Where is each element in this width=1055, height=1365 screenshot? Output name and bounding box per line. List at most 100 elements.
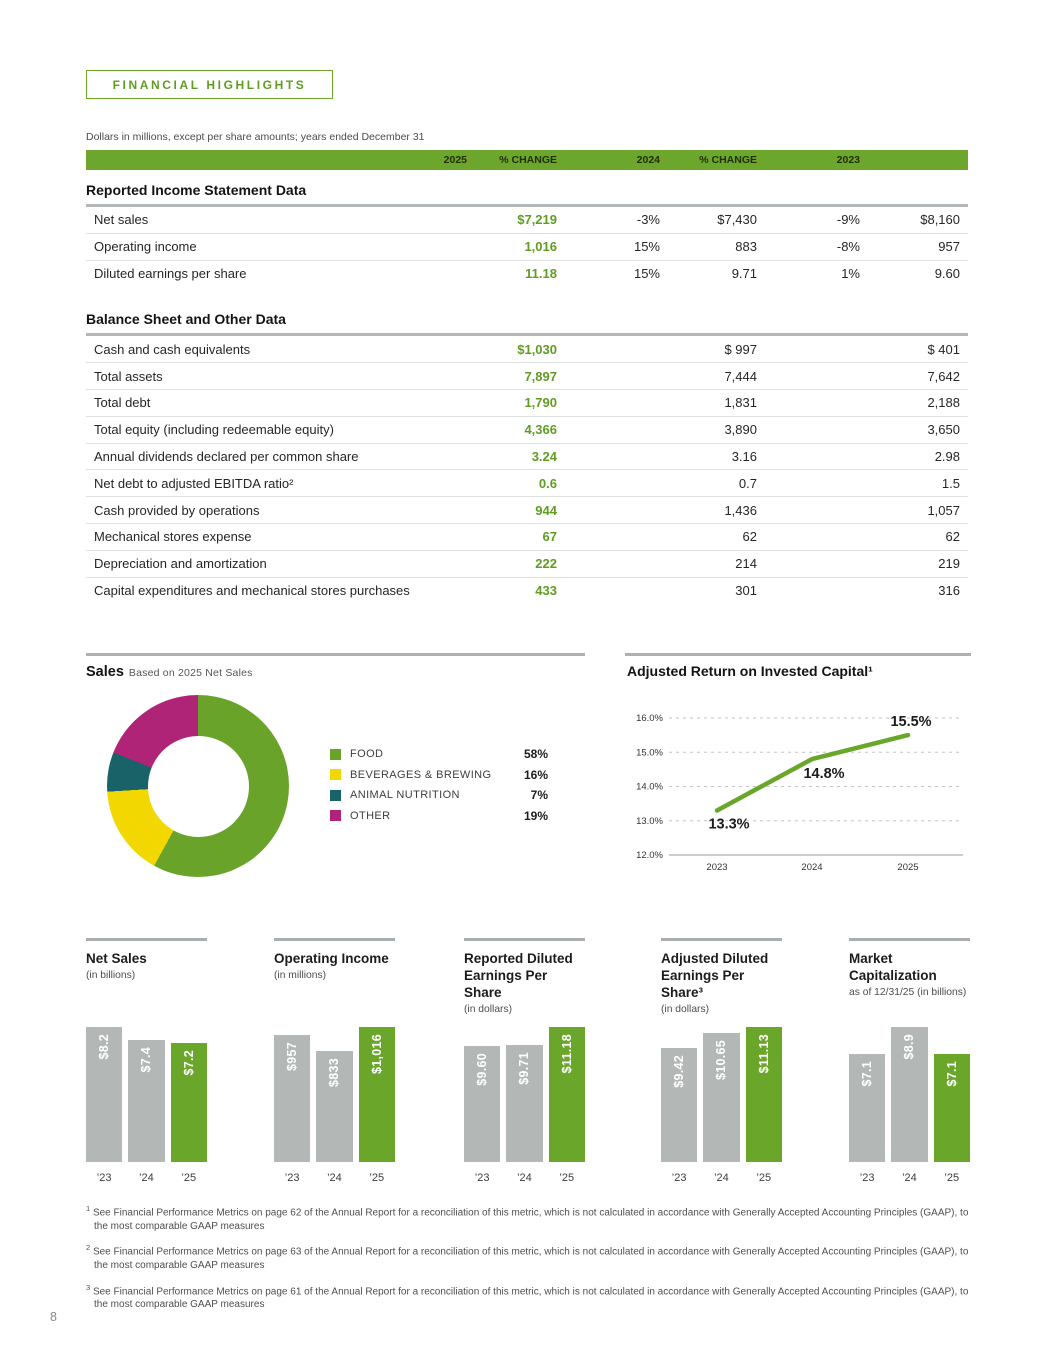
bar-value-label: $1,016 bbox=[370, 1034, 384, 1074]
row-label: Cash and cash equivalents bbox=[86, 342, 467, 357]
table-section: Balance Sheet and Other Data Cash and cas… bbox=[86, 287, 968, 604]
bar: $11.13 bbox=[746, 1027, 782, 1162]
svg-text:15.0%: 15.0% bbox=[636, 747, 663, 758]
column-header: 2024 bbox=[557, 154, 660, 166]
bar-chart-title: Market Capitalization bbox=[849, 950, 972, 984]
table-body: Reported Income Statement DataNet sales$… bbox=[86, 170, 968, 604]
row-value: $7,430 bbox=[660, 212, 757, 227]
bar-year-label: ’25 bbox=[549, 1172, 585, 1184]
footnotes: 1 See Financial Performance Metrics on p… bbox=[86, 1202, 979, 1320]
row-value: 62 bbox=[660, 529, 757, 544]
row-value: 67 bbox=[467, 529, 557, 544]
row-label: Annual dividends declared per common sha… bbox=[86, 449, 467, 464]
svg-text:2025: 2025 bbox=[897, 862, 918, 873]
table-row: Net debt to adjusted EBITDA ratio²0.60.7… bbox=[86, 470, 968, 497]
row-value: 1,831 bbox=[660, 395, 757, 410]
section-title: Balance Sheet and Other Data bbox=[86, 287, 968, 333]
row-value: 0.6 bbox=[467, 476, 557, 491]
table-section: Reported Income Statement DataNet sales$… bbox=[86, 170, 968, 287]
legend-item: OTHER19% bbox=[330, 806, 548, 827]
bar-value-label: $11.18 bbox=[560, 1034, 574, 1073]
financial-highlights-badge: FINANCIAL HIGHLIGHTS bbox=[86, 70, 333, 99]
table-row: Total debt1,7901,8312,188 bbox=[86, 390, 968, 417]
bar-group: $9.42 $10.65 $11.13 bbox=[661, 1022, 782, 1162]
row-label: Diluted earnings per share bbox=[86, 266, 467, 281]
bar: $833 bbox=[316, 1051, 352, 1162]
legend-label: OTHER bbox=[350, 810, 524, 822]
bar-year-label: ’25 bbox=[359, 1172, 395, 1184]
roic-line-chart: 16.0%15.0%14.0%13.0%12.0%13.3%14.8%15.5%… bbox=[625, 705, 977, 883]
legend-value: 16% bbox=[524, 768, 548, 782]
table-row: Operating income1,01615%883-8%957 bbox=[86, 234, 968, 261]
row-value: 222 bbox=[467, 556, 557, 571]
bar-value-label: $957 bbox=[285, 1042, 299, 1071]
bar-chart-title: Adjusted Diluted Earnings Per Share³ bbox=[661, 950, 784, 1001]
row-value: 219 bbox=[860, 556, 960, 571]
bar-value-label: $8.2 bbox=[97, 1034, 111, 1060]
bar-chart-rule bbox=[849, 938, 970, 941]
row-value: 15% bbox=[557, 266, 660, 281]
roic-section-rule bbox=[625, 653, 971, 656]
bar-year-label: ’24 bbox=[506, 1172, 542, 1184]
row-label: Net debt to adjusted EBITDA ratio² bbox=[86, 476, 467, 491]
row-value: 214 bbox=[660, 556, 757, 571]
bar-group: $8.2 $7.4 $7.2 bbox=[86, 1022, 207, 1162]
page-title: FINANCIAL HIGHLIGHTS bbox=[113, 78, 307, 92]
legend-label: FOOD bbox=[350, 748, 524, 760]
column-header: 2023 bbox=[757, 154, 860, 166]
row-value: 316 bbox=[860, 583, 960, 598]
bar-value-label: $10.65 bbox=[714, 1040, 728, 1080]
bar: $1,016 bbox=[359, 1027, 395, 1162]
sales-chart-title: SalesBased on 2025 Net Sales bbox=[86, 664, 253, 680]
row-label: Total equity (including redeemable equit… bbox=[86, 422, 467, 437]
table-note: Dollars in millions, except per share am… bbox=[86, 131, 425, 143]
row-label: Cash provided by operations bbox=[86, 503, 467, 518]
bar: $8.2 bbox=[86, 1027, 122, 1162]
row-value: $1,030 bbox=[467, 342, 557, 357]
bar: $7.4 bbox=[128, 1040, 164, 1162]
legend-item: BEVERAGES & BREWING16% bbox=[330, 765, 548, 786]
row-value: 1,436 bbox=[660, 503, 757, 518]
row-value: -3% bbox=[557, 212, 660, 227]
row-value: 957 bbox=[860, 239, 960, 254]
legend-swatch-icon bbox=[330, 810, 341, 821]
legend-swatch-icon bbox=[330, 769, 341, 780]
bar-chart-title: Reported Diluted Earnings Per Share bbox=[464, 950, 587, 1001]
bar-year-label: ’25 bbox=[934, 1172, 970, 1184]
legend-label: ANIMAL NUTRITION bbox=[350, 789, 531, 801]
bar-chart-rule bbox=[661, 938, 782, 941]
row-value: -9% bbox=[757, 212, 860, 227]
bar-value-label: $11.13 bbox=[757, 1034, 771, 1073]
row-value: 4,366 bbox=[467, 422, 557, 437]
column-header: % CHANGE bbox=[660, 154, 757, 166]
bar-year-label: ’25 bbox=[171, 1172, 207, 1184]
footnote-marker: 2 bbox=[86, 1243, 90, 1252]
row-value: 1.5 bbox=[860, 476, 960, 491]
bar-year-label: ’23 bbox=[661, 1172, 697, 1184]
legend-item: FOOD58% bbox=[330, 744, 548, 765]
bar-chart-subtitle: (in dollars) bbox=[661, 1004, 784, 1015]
bar-chart-rule bbox=[274, 938, 395, 941]
row-value: 2.98 bbox=[860, 449, 960, 464]
bar: $7.2 bbox=[171, 1043, 207, 1162]
bar-chart-subtitle: (in billions) bbox=[86, 970, 209, 981]
bar: $11.18 bbox=[549, 1027, 585, 1162]
table-row: Mechanical stores expense676262 bbox=[86, 524, 968, 551]
svg-text:14.8%: 14.8% bbox=[803, 766, 844, 782]
bar-value-label: $7.2 bbox=[182, 1050, 196, 1076]
sales-donut-chart bbox=[107, 695, 289, 877]
row-label: Net sales bbox=[86, 212, 467, 227]
bar-year-labels: ’23’24’25 bbox=[86, 1172, 207, 1184]
bar: $9.71 bbox=[506, 1045, 542, 1162]
bar-chart-subtitle: (in dollars) bbox=[464, 1004, 587, 1015]
sales-legend: FOOD58%BEVERAGES & BREWING16% ANIMAL NUTR… bbox=[330, 744, 548, 826]
row-label: Total debt bbox=[86, 395, 467, 410]
row-value: 301 bbox=[660, 583, 757, 598]
bar-value-label: $7.4 bbox=[139, 1047, 153, 1073]
bar-year-label: ’24 bbox=[703, 1172, 739, 1184]
bar-year-label: ’24 bbox=[891, 1172, 927, 1184]
bar-value-label: $9.71 bbox=[517, 1052, 531, 1085]
bar-year-labels: ’23’24’25 bbox=[849, 1172, 970, 1184]
bar: $9.42 bbox=[661, 1048, 697, 1162]
row-value: 944 bbox=[467, 503, 557, 518]
